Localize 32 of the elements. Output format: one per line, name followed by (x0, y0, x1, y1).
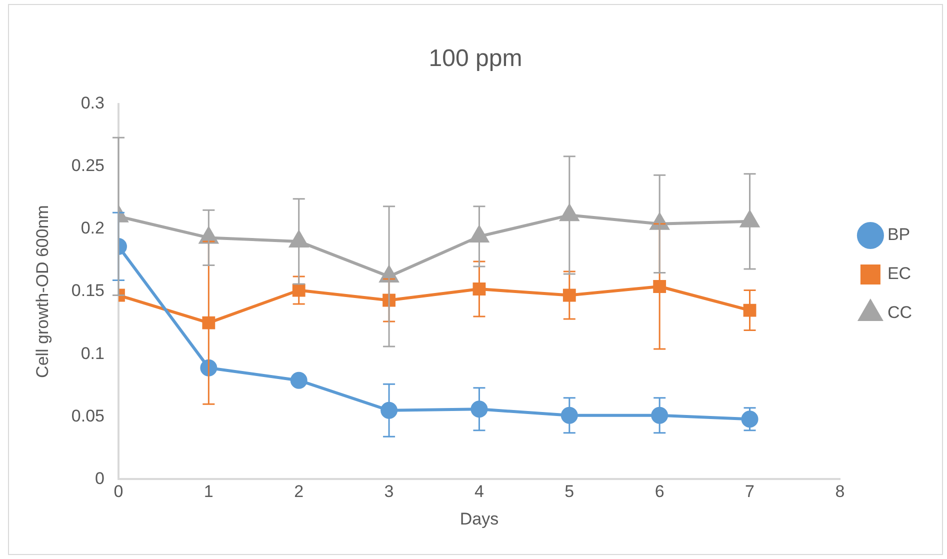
point (560, 406, 578, 424)
x-axis-title: Days (460, 509, 499, 528)
x-tick-label: 1 (204, 482, 214, 502)
legend-label: BP (887, 225, 910, 244)
legend-label: CC (887, 303, 912, 322)
chart-title: 100 ppm (428, 45, 522, 72)
x-tick-label: 4 (474, 482, 484, 502)
point (470, 400, 488, 418)
point (653, 280, 666, 293)
y-axis-title: Cell growth-OD 600nm (32, 205, 52, 378)
x-tick-label: 7 (745, 482, 754, 502)
y-tick-label: 0.2 (80, 218, 104, 238)
x-tick-label: 5 (564, 482, 574, 502)
y-tick-label: 0.25 (71, 156, 104, 176)
y-tick-label: 0 (95, 468, 104, 488)
point (380, 402, 398, 419)
legend-label: EC (887, 264, 912, 284)
y-tick-label: 0.1 (80, 344, 104, 363)
point (651, 406, 668, 424)
x-tick-label: 6 (654, 482, 664, 502)
y-tick-label: 0.3 (80, 93, 104, 112)
point (472, 282, 486, 296)
y-tick-label: 0.15 (71, 281, 104, 300)
x-tick-label: 8 (835, 482, 845, 502)
x-tick-label: 0 (114, 482, 124, 502)
x-tick-label: 2 (294, 482, 304, 502)
point (290, 372, 308, 389)
point (562, 288, 576, 302)
point (202, 316, 216, 330)
point (741, 410, 758, 428)
y-tick-label: 0.05 (71, 406, 104, 426)
x-tick-label: 3 (384, 482, 394, 502)
